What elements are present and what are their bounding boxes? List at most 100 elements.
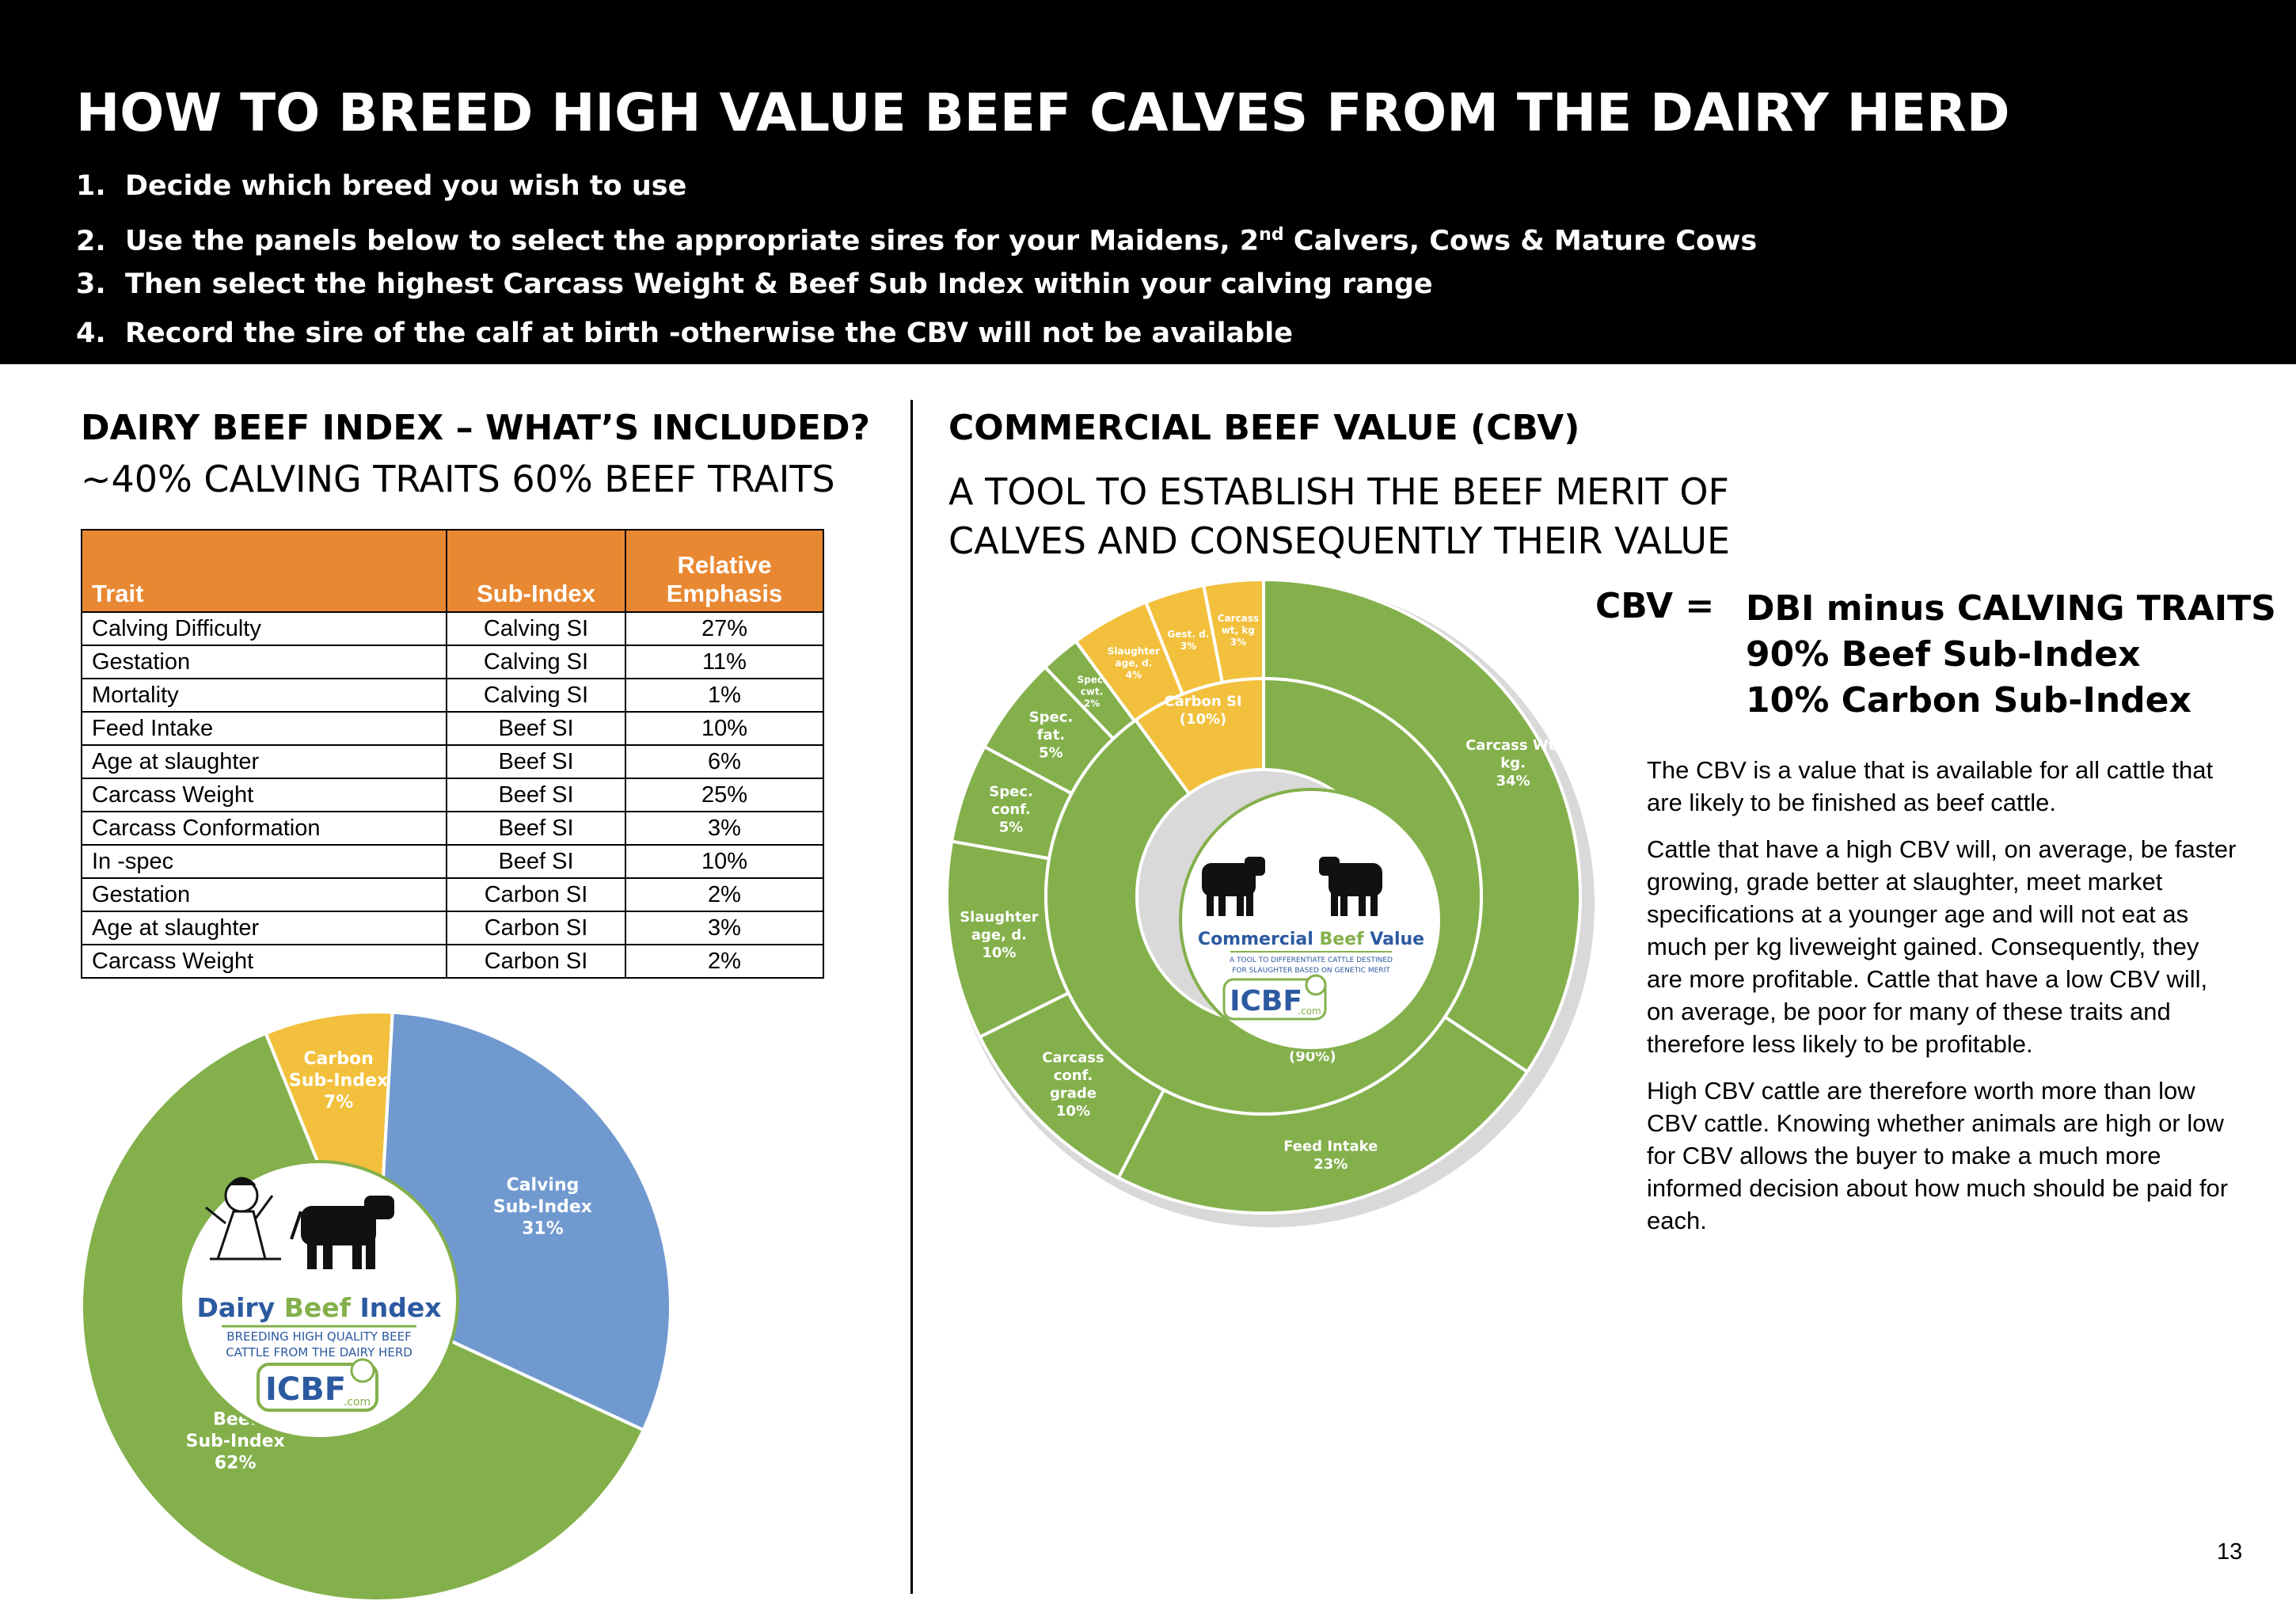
sunburst-inner-label: Carbon SI (10%) bbox=[1164, 694, 1241, 728]
cell-trait: Gestation bbox=[81, 877, 447, 912]
cbv-description: The CBV is a value that is available for… bbox=[1647, 754, 2241, 1251]
farmer-icon bbox=[205, 1177, 281, 1261]
step-number: 1. bbox=[76, 170, 106, 202]
step-number: 4. bbox=[76, 318, 106, 349]
pie-slice-label: Beef Sub-Index 62% bbox=[186, 1410, 285, 1474]
step-item: 3. Then select the highest Carcass Weight… bbox=[76, 264, 1757, 314]
header-banner: HOW TO BREED HIGH VALUE BEEF CALVES FROM… bbox=[0, 0, 2296, 364]
cell-emphasis: 25% bbox=[625, 778, 824, 812]
dbi-logo-tagline-1: BREEDING HIGH QUALITY BEEF bbox=[226, 1329, 411, 1344]
cell-trait: In -spec bbox=[81, 844, 447, 879]
cell-sub-index: Beef SI bbox=[446, 811, 626, 846]
cell-sub-index: Beef SI bbox=[446, 744, 626, 779]
cell-sub-index: Carbon SI bbox=[446, 911, 626, 945]
table-row: Carcass Weight Beef SI 25% bbox=[81, 778, 824, 812]
cell-emphasis: 27% bbox=[625, 611, 824, 646]
cbv-formula-line: 10% Carbon Sub-Index bbox=[1746, 680, 2191, 721]
cbv-logo: Commercial Beef Value A TOOL TO DIFFEREN… bbox=[1179, 788, 1443, 1052]
step-text: Decide which breed you wish to use bbox=[125, 170, 687, 202]
header-emphasis-line1: Relative bbox=[677, 551, 772, 579]
table-row: Carcass Weight Carbon SI 2% bbox=[81, 944, 824, 979]
step-item: 4. Record the sire of the calf at birth -… bbox=[76, 314, 1757, 363]
cbv-paragraph: Cattle that have a high CBV will, on ave… bbox=[1647, 835, 2237, 1058]
cbv-logo-name: Commercial Beef Value bbox=[1198, 930, 1424, 949]
header-emphasis-line2: Emphasis bbox=[666, 580, 783, 607]
icbf-dotcom: .com bbox=[344, 1396, 371, 1409]
cell-trait: Carcass Weight bbox=[81, 944, 447, 979]
page-number: 13 bbox=[2217, 1539, 2243, 1565]
table-row: Gestation Calving SI 11% bbox=[81, 645, 824, 679]
cbv-formula-lines: DBI minus CALVING TRAITS 90% Beef Sub-In… bbox=[1746, 586, 2276, 724]
sunburst-outer-label: Carcass Wt. kg. 34% bbox=[1465, 737, 1560, 789]
table-row: In -spec Beef SI 10% bbox=[81, 844, 824, 879]
cbv-subheading-line1: A TOOL TO ESTABLISH THE BEEF MERIT OF bbox=[948, 470, 1730, 513]
cbv-logo-tagline-2: FOR SLAUGHTER BASED ON GENETIC MERIT bbox=[1232, 967, 1390, 975]
sunburst-outer-label: Carcass conf. grade 10% bbox=[1042, 1049, 1104, 1120]
cbv-sunburst-svg: Carbon SI(10%)Beef SI(90%)Carcass Wt.kg.… bbox=[947, 580, 1595, 1227]
step-text: Then select the highest Carcass Weight &… bbox=[125, 268, 1433, 300]
dbi-logo: Dairy Beef Index BREEDING HIGH QUALITY B… bbox=[179, 1160, 459, 1440]
cell-emphasis: 3% bbox=[625, 911, 824, 945]
page-title: HOW TO BREED HIGH VALUE BEEF CALVES FROM… bbox=[76, 82, 2010, 143]
cell-emphasis: 6% bbox=[625, 744, 824, 779]
dbi-logo-tagline-2: CATTLE FROM THE DAIRY HERD bbox=[226, 1345, 412, 1360]
cbv-formula-line: DBI minus CALVING TRAITS bbox=[1746, 588, 2276, 629]
sunburst-outer-label: Spec. fat. 5% bbox=[1029, 709, 1074, 761]
table-row: Feed Intake Beef SI 10% bbox=[81, 711, 824, 746]
cbv-logo-tagline-1: A TOOL TO DIFFERENTIATE CATTLE DESTINED bbox=[1230, 956, 1393, 964]
sunburst-outer-label: Slaughter age, d. 4% bbox=[1108, 645, 1160, 680]
table-row: Gestation Carbon SI 2% bbox=[81, 877, 824, 912]
sunburst-outer-label: Feed Intake 23% bbox=[1283, 1139, 1378, 1173]
icbf-badge bbox=[1222, 978, 1327, 1021]
cbv-paragraph: The CBV is a value that is available for… bbox=[1647, 756, 2214, 816]
pie-slice-label: Calving Sub-Index 31% bbox=[493, 1176, 592, 1239]
cell-sub-index: Calving SI bbox=[446, 645, 626, 679]
cell-trait: Feed Intake bbox=[81, 711, 447, 746]
cell-sub-index: Carbon SI bbox=[446, 944, 626, 979]
cbv-formula-label: CBV = bbox=[1595, 586, 1715, 626]
table-row: Age at slaughter Beef SI 6% bbox=[81, 744, 824, 779]
step-number: 3. bbox=[76, 268, 106, 300]
cell-emphasis: 11% bbox=[625, 645, 824, 679]
column-divider bbox=[910, 400, 913, 1594]
cell-sub-index: Beef SI bbox=[446, 778, 626, 812]
cbv-subheading-line2: CALVES AND CONSEQUENTLY THEIR VALUE bbox=[948, 519, 1731, 562]
icbf-wordmark: ICBF bbox=[1230, 985, 1302, 1017]
cell-emphasis: 2% bbox=[625, 877, 824, 912]
step-item: 2. Use the panels below to select the app… bbox=[76, 215, 1757, 264]
cell-sub-index: Beef SI bbox=[446, 844, 626, 879]
steps-list: 1. Decide which breed you wish to use 2. U… bbox=[76, 166, 1757, 363]
cbv-paragraph: High CBV cattle are therefore worth more… bbox=[1647, 1077, 2229, 1234]
cell-emphasis: 10% bbox=[625, 844, 824, 879]
cell-trait: Mortality bbox=[81, 678, 447, 713]
table-row: Calving Difficulty Calving SI 27% bbox=[81, 611, 824, 646]
sunburst-outer-label: Spec. conf. 5% bbox=[989, 783, 1033, 835]
cell-trait: Gestation bbox=[81, 645, 447, 679]
cell-emphasis: 1% bbox=[625, 678, 824, 713]
cow-icon bbox=[290, 1196, 394, 1269]
cow-icon bbox=[1202, 857, 1265, 916]
dbi-subheading: ~40% CALVING TRAITS 60% BEEF TRAITS bbox=[81, 458, 835, 500]
step-text: Record the sire of the calf at birth -ot… bbox=[125, 318, 1293, 349]
traits-table: Trait Sub-Index Relative Emphasis Calving… bbox=[81, 529, 824, 979]
cell-sub-index: Beef SI bbox=[446, 711, 626, 746]
cell-sub-index: Calving SI bbox=[446, 678, 626, 713]
step-item: 1. Decide which breed you wish to use bbox=[76, 166, 1757, 215]
cell-emphasis: 10% bbox=[625, 711, 824, 746]
icbf-badge bbox=[257, 1363, 378, 1412]
icbf-dotcom: .com bbox=[1298, 1006, 1321, 1017]
cell-sub-index: Carbon SI bbox=[446, 877, 626, 912]
sunburst-outer-label: Slaughter age, d. 10% bbox=[960, 909, 1039, 961]
header-emphasis: Relative Emphasis bbox=[625, 529, 824, 613]
step-text: Calvers, Cows & Mature Cows bbox=[1283, 225, 1758, 257]
table-header-row: Trait Sub-Index Relative Emphasis bbox=[81, 529, 824, 613]
dbi-logo-name: Dairy Beef Index bbox=[196, 1292, 441, 1323]
step-number: 2. bbox=[76, 225, 106, 257]
sunburst-outer-label: Gest. d. 3% bbox=[1168, 629, 1210, 652]
sunburst-outer-label: Spec. cwt. 2% bbox=[1078, 675, 1107, 709]
dbi-heading: DAIRY BEEF INDEX – WHAT’S INCLUDED? bbox=[81, 408, 871, 448]
sunburst-outer-label: Carcass wt, kg 3% bbox=[1218, 613, 1259, 648]
cell-trait: Calving Difficulty bbox=[81, 611, 447, 646]
shamrock-icon bbox=[350, 1358, 375, 1383]
dbi-pie-svg: Carbon Sub-Index 7% Calving Sub-Index 31% Beef… bbox=[80, 1010, 672, 1603]
